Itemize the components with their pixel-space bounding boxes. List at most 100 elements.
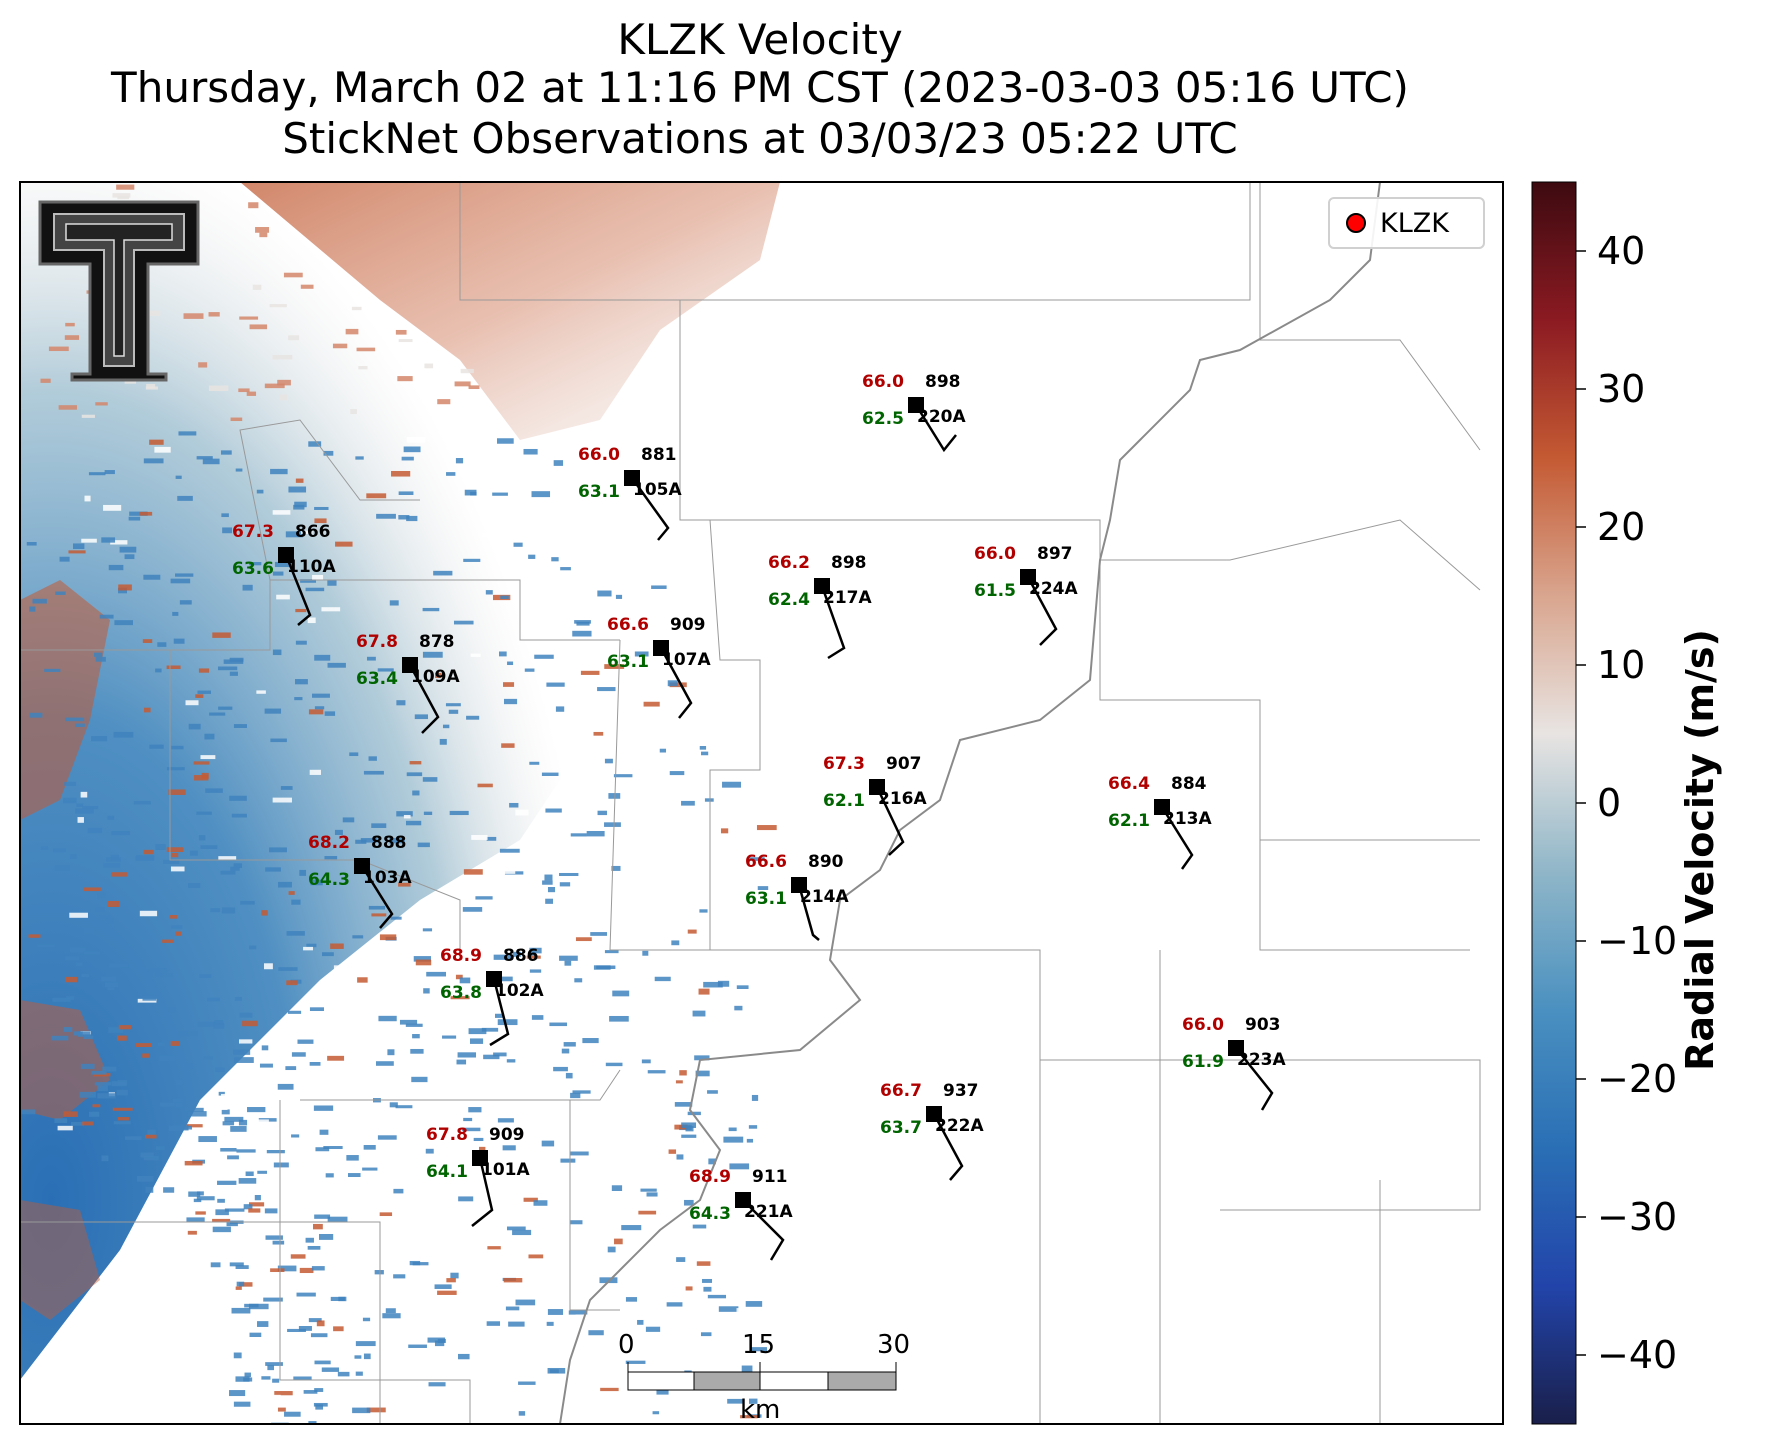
radar-gate: [298, 1074, 307, 1080]
radar-gate: [671, 940, 680, 946]
radar-gate: [354, 1355, 362, 1359]
scale-label-0: 0: [618, 1330, 635, 1360]
radar-gate: [547, 1309, 564, 1315]
radar-gate: [468, 1028, 487, 1035]
county-line: [1259, 840, 1470, 951]
radar-gate: [77, 1031, 91, 1037]
radar-gate: [423, 811, 433, 815]
radar-gate: [713, 903, 723, 907]
radar-gate: [54, 865, 70, 871]
radar-gate: [208, 385, 229, 392]
radar-gate: [669, 682, 687, 688]
radar-gate: [366, 656, 376, 661]
radar-gate: [669, 771, 685, 776]
radar-gate: [412, 790, 420, 796]
radar-gate: [588, 1330, 604, 1336]
radar-gate: [368, 1398, 382, 1403]
radar-gate: [196, 1191, 204, 1196]
wind-barb-icon: [284, 554, 312, 626]
radar-gate: [256, 690, 266, 694]
radar-gate: [379, 934, 397, 941]
radar-gate: [170, 1041, 179, 1046]
radar-gate: [555, 706, 565, 712]
radar-gate: [576, 621, 590, 626]
radar-gate: [502, 1145, 516, 1151]
station-224a: 66.0 897 61.5 224A: [974, 544, 1078, 646]
radar-gate: [277, 1083, 294, 1090]
radar-gate: [305, 587, 325, 592]
radar-gate: [500, 595, 509, 600]
radar-gate: [433, 570, 453, 576]
radar-gate: [373, 963, 383, 967]
radar-gate: [265, 1362, 283, 1366]
radar-gate: [503, 1278, 523, 1283]
radar-gate: [497, 1019, 518, 1026]
radar-gate: [674, 1102, 693, 1107]
radar-gate: [363, 1002, 370, 1006]
radar-gate: [375, 1061, 394, 1066]
radar-gate: [40, 846, 49, 851]
station-pressure: 881: [641, 445, 677, 465]
radar-gate: [242, 1020, 258, 1027]
station-id: 109A: [411, 667, 460, 687]
station-id: 107A: [662, 650, 711, 670]
radar-gate: [261, 1376, 271, 1380]
radar-gate: [225, 1255, 243, 1260]
radar-gate: [235, 468, 243, 472]
radar-gate: [83, 951, 101, 955]
station-marker-icon: [278, 547, 294, 563]
radar-gate: [355, 839, 367, 844]
radar-gate: [104, 470, 115, 475]
radar-warm-region: [240, 182, 780, 440]
radar-gate: [143, 849, 154, 855]
radar-gate: [65, 717, 85, 722]
radar-gate: [224, 1116, 244, 1122]
radar-gate: [259, 232, 268, 238]
radar-gate: [534, 654, 554, 659]
radar-gate: [391, 470, 411, 477]
radar-gate: [377, 668, 394, 672]
radar-gate: [469, 1038, 484, 1044]
radar-gate: [102, 1066, 117, 1072]
radar-gate: [439, 738, 447, 745]
radar-gate: [357, 977, 368, 983]
radar-gate: [456, 1059, 467, 1065]
station-102a: 68.9 886 63.8 102A: [440, 946, 544, 1047]
radar-gate: [499, 651, 507, 657]
station-101a: 67.8 909 64.1 101A: [426, 1125, 530, 1227]
radar-gate: [229, 1262, 244, 1267]
radar-gate: [528, 554, 536, 559]
radar-gate: [442, 724, 450, 729]
radar-red-speckle-sw2: [20, 1200, 100, 1320]
radar-gate: [362, 1167, 378, 1171]
radar-gate: [337, 1070, 347, 1075]
radar-gate: [515, 809, 529, 816]
radar-gate: [366, 493, 387, 499]
radar-gate: [276, 594, 290, 600]
radar-gate: [515, 1299, 536, 1306]
radar-gate: [437, 399, 451, 405]
radar-gate: [205, 788, 223, 793]
radar-gate: [736, 1308, 750, 1314]
radar-gate: [314, 654, 331, 661]
radar-gate: [642, 1000, 650, 1006]
county-line: [20, 1221, 381, 1424]
radar-gate: [220, 1148, 237, 1152]
radar-gate: [499, 848, 520, 853]
station-110a: 67.3 866 63.6 110A: [232, 522, 336, 626]
radar-gate: [756, 825, 777, 831]
radar-gate: [306, 943, 317, 948]
radar-gate: [233, 863, 243, 868]
station-temperature: 66.0: [1182, 1015, 1224, 1035]
radar-gate: [723, 1136, 744, 1143]
radar-gate: [231, 813, 247, 818]
radar-gate: [111, 1081, 127, 1087]
radar-gate: [107, 815, 115, 820]
radar-gate: [659, 748, 667, 753]
radar-gate: [73, 543, 85, 550]
radar-gate: [212, 632, 231, 638]
radar-gate: [568, 1310, 588, 1315]
radar-gate: [179, 1124, 189, 1131]
radar-gate: [507, 661, 514, 666]
radar-gate: [249, 324, 268, 330]
